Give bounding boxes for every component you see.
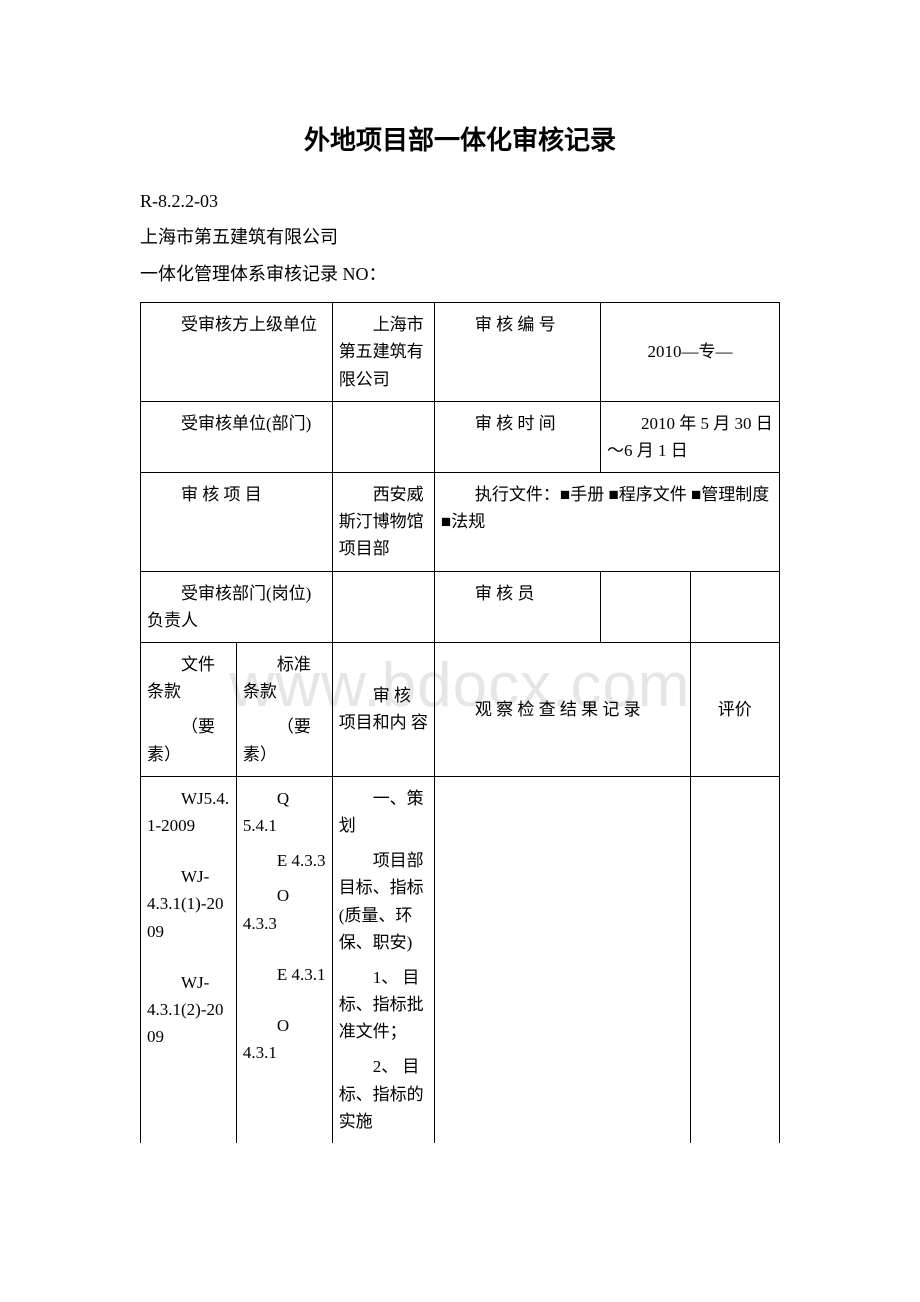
observation-cell bbox=[434, 776, 690, 1143]
dept-head-value bbox=[332, 571, 434, 642]
audit-no-label: 审 核 编 号 bbox=[434, 303, 600, 402]
audit-project-value: 西安威斯汀博物馆项目部 bbox=[332, 473, 434, 572]
audit-content-cell: 一、策划 项目部目标、指标(质量、环保、职安) 1、 目标、指标批准文件； 2、… bbox=[332, 776, 434, 1143]
evaluation-cell bbox=[690, 776, 780, 1143]
table-row: WJ5.4.1-2009 WJ-4.3.1(1)-2009 WJ-4.3.1(2… bbox=[141, 776, 780, 1143]
auditor-label: 审 核 员 bbox=[434, 571, 600, 642]
audit-time-value: 2010 年 5 月 30 日～6 月 1 日 bbox=[601, 401, 780, 472]
document-title: 外地项目部一体化审核记录 bbox=[140, 120, 780, 157]
table-row: 受审核单位(部门) 审 核 时 间 2010 年 5 月 30 日～6 月 1 … bbox=[141, 401, 780, 472]
table-header-row: 文件条款 （要素） 标准条款 （要素） 审 核 项目和内 容 观 察 检 查 结… bbox=[141, 643, 780, 777]
col3-header: 审 核 项目和内 容 bbox=[332, 643, 434, 777]
empty-cell bbox=[690, 571, 780, 642]
table-row: 审 核 项 目 西安威斯汀博物馆项目部 执行文件：■手册 ■程序文件 ■管理制度… bbox=[141, 473, 780, 572]
audit-project-label: 审 核 项 目 bbox=[141, 473, 333, 572]
col5-header: 评价 bbox=[690, 643, 780, 777]
standard-clause-cell: Q 5.4.1 E 4.3.3 O 4.3.3 E 4.3.1 O 4.3.1 bbox=[236, 776, 332, 1143]
file-clause-cell: WJ5.4.1-2009 WJ-4.3.1(1)-2009 WJ-4.3.1(2… bbox=[141, 776, 237, 1143]
document-code: R-8.2.2-03 bbox=[140, 185, 780, 217]
superior-unit-label: 受审核方上级单位 bbox=[141, 303, 333, 402]
table-row: 受审核方上级单位 上海市第五建筑有限公司 审 核 编 号 2010—专— bbox=[141, 303, 780, 402]
audit-record-table: 受审核方上级单位 上海市第五建筑有限公司 审 核 编 号 2010—专— 受审核… bbox=[140, 302, 780, 1143]
exec-doc-label: 执行文件：■手册 ■程序文件 ■管理制度 ■法规 bbox=[434, 473, 779, 572]
audited-unit-value bbox=[332, 401, 434, 472]
col2-header: 标准条款 （要素） bbox=[236, 643, 332, 777]
col4-header: 观 察 检 查 结 果 记 录 bbox=[434, 643, 690, 777]
dept-head-label: 受审核部门(岗位)负责人 bbox=[141, 571, 333, 642]
audit-no-value: 2010—专— bbox=[601, 303, 780, 402]
company-name: 上海市第五建筑有限公司 bbox=[140, 221, 780, 253]
superior-unit-value: 上海市第五建筑有限公司 bbox=[332, 303, 434, 402]
col1-header: 文件条款 （要素） bbox=[141, 643, 237, 777]
audited-unit-label: 受审核单位(部门) bbox=[141, 401, 333, 472]
auditor-value bbox=[601, 571, 690, 642]
table-row: 受审核部门(岗位)负责人 审 核 员 bbox=[141, 571, 780, 642]
audit-time-label: 审 核 时 间 bbox=[434, 401, 600, 472]
record-title-line: 一体化管理体系审核记录 NO： bbox=[140, 258, 780, 290]
